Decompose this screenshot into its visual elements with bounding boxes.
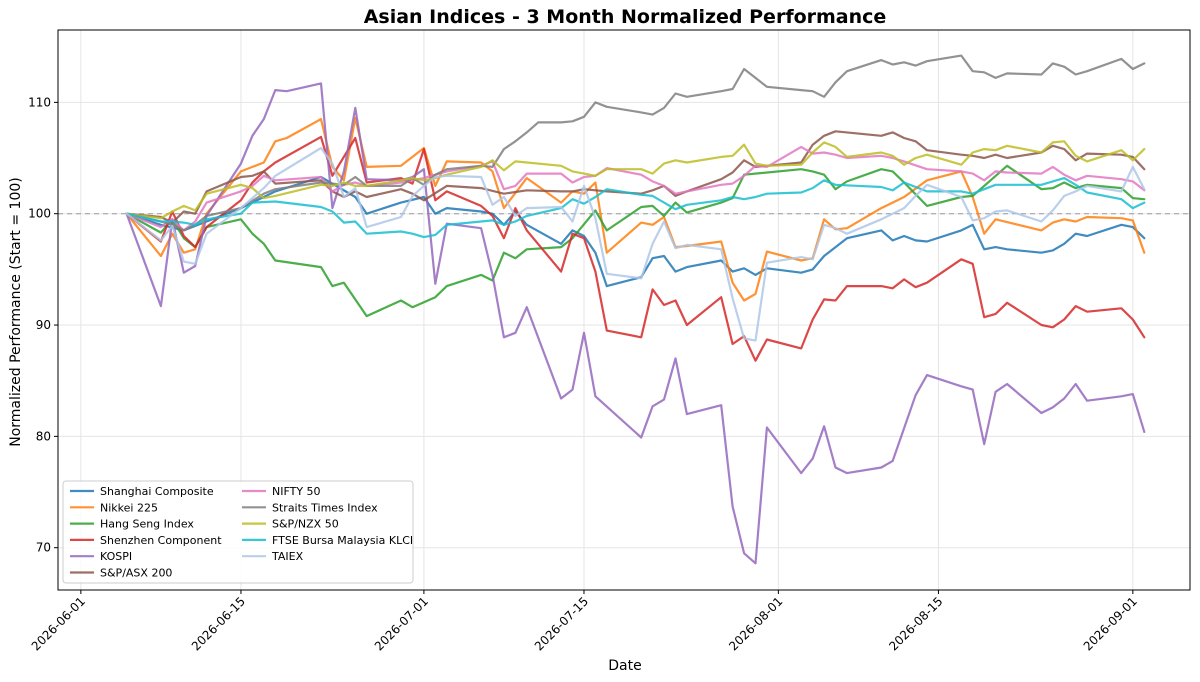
x-tick-label-2026-07-15: 2026-07-15 bbox=[532, 594, 591, 653]
series-line-nifty-50 bbox=[125, 145, 1146, 232]
series-line-s-p-asx-200 bbox=[125, 130, 1146, 224]
legend-label-s-p-nzx-50: S&P/NZX 50 bbox=[272, 518, 339, 531]
legend: Shanghai Composite Nikkei 225 Hang Seng In… bbox=[62, 480, 414, 584]
series-line-shenzhen-component bbox=[125, 135, 1146, 362]
series-layer bbox=[125, 54, 1146, 565]
series-line-shanghai-composite bbox=[125, 175, 1146, 288]
series-line-straits-times-index bbox=[125, 54, 1146, 232]
series-line-ftse-bursa-malaysia-klci bbox=[125, 177, 1146, 239]
series-line-taiex bbox=[125, 146, 1146, 342]
y-tick-label-90: 90 bbox=[36, 318, 51, 332]
legend-label-shanghai-composite: Shanghai Composite bbox=[100, 485, 214, 498]
y-tick-label-110: 110 bbox=[28, 95, 51, 109]
legend-label-nikkei-225: Nikkei 225 bbox=[100, 501, 158, 514]
y-tick-label-100: 100 bbox=[28, 207, 51, 221]
legend-label-nifty-50: NIFTY 50 bbox=[272, 485, 321, 498]
x-tick-label-2026-08-15: 2026-08-15 bbox=[886, 594, 945, 653]
x-tick-label-2026-06-15: 2026-06-15 bbox=[189, 594, 248, 653]
legend-label-straits-times-index: Straits Times Index bbox=[272, 501, 378, 514]
y-axis-label: Normalized Performance (Start = 100) bbox=[8, 177, 24, 447]
series-line-s-p-nzx-50 bbox=[125, 140, 1146, 220]
y-tick-label-80: 80 bbox=[36, 429, 51, 443]
legend-label-shenzhen-component: Shenzhen Component bbox=[100, 534, 222, 547]
x-tick-label-2026-08-01: 2026-08-01 bbox=[726, 594, 785, 653]
series-line-nikkei-225 bbox=[125, 116, 1146, 302]
y-tick-label-70: 70 bbox=[36, 541, 51, 555]
y-axis: 70 80 90 100 110 bbox=[28, 95, 58, 555]
series-line-hang-seng-index bbox=[125, 164, 1146, 318]
series-line-kospi bbox=[125, 82, 1146, 565]
legend-label-hang-seng-index: Hang Seng Index bbox=[100, 518, 194, 531]
legend-label-taiex: TAIEX bbox=[271, 550, 304, 563]
legend-label-ftse-bursa-malaysia-klci: FTSE Bursa Malaysia KLCI bbox=[272, 534, 413, 547]
legend-label-s-p-asx-200: S&P/ASX 200 bbox=[100, 567, 172, 580]
legend-box bbox=[62, 480, 414, 584]
grid bbox=[58, 30, 1190, 590]
x-tick-label-2026-09-01: 2026-09-01 bbox=[1081, 594, 1140, 653]
chart-title: Asian Indices - 3 Month Normalized Perfo… bbox=[364, 6, 887, 28]
x-axis-label: Date bbox=[608, 658, 641, 674]
x-axis: 2026-06-01 2026-06-15 2026-07-01 2026-07-15… bbox=[29, 590, 1140, 653]
x-tick-label-2026-06-01: 2026-06-01 bbox=[29, 594, 88, 653]
x-tick-label-2026-07-01: 2026-07-01 bbox=[372, 594, 431, 653]
plot-frame bbox=[57, 29, 1191, 591]
legend-label-kospi: KOSPI bbox=[100, 550, 132, 563]
